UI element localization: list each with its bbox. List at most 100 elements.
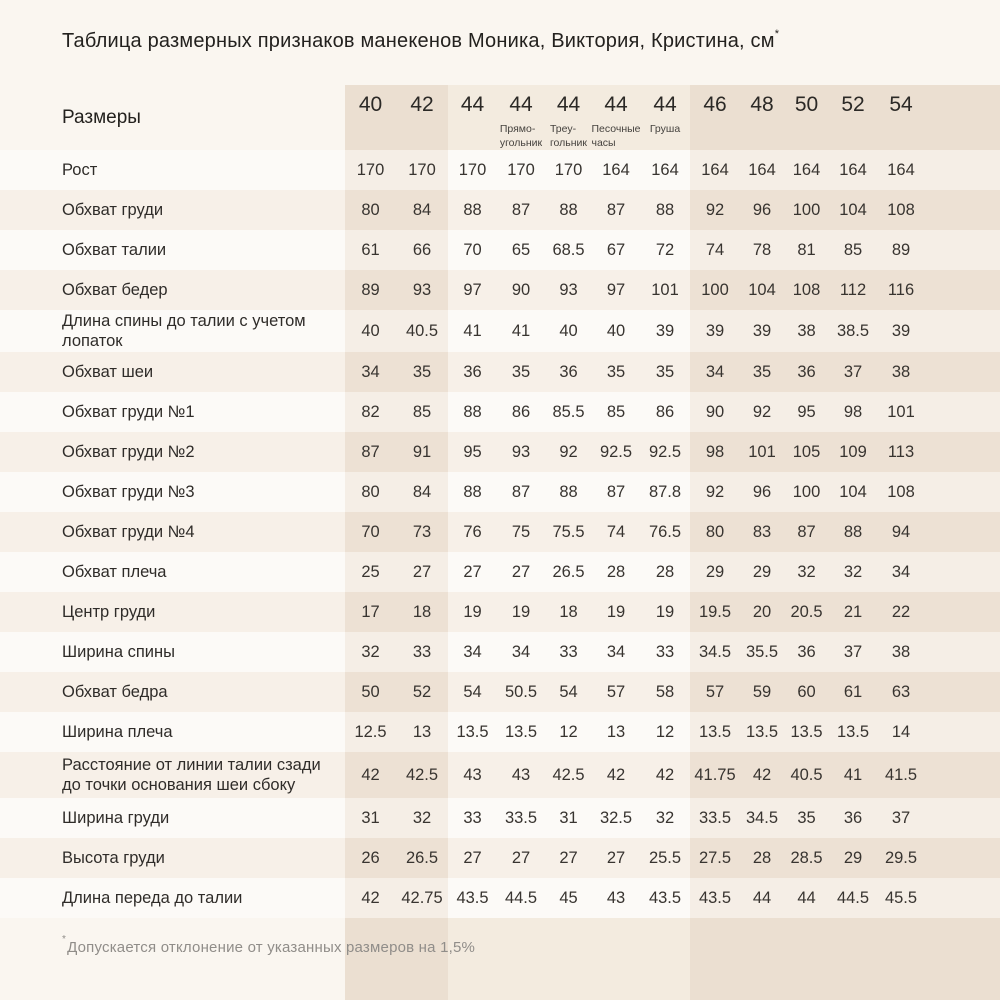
value-cell: 43.5 — [640, 878, 690, 918]
value-cell: 60 — [784, 672, 829, 712]
value-cell: 36 — [784, 632, 829, 672]
value-cell: 42.5 — [545, 752, 592, 798]
footnote-asterisk: * — [62, 934, 67, 945]
value-cell: 18 — [545, 592, 592, 632]
value-cell: 170 — [545, 150, 592, 190]
value-cell: 34 — [592, 632, 640, 672]
value-cell: 34 — [345, 352, 396, 392]
value-cell: 18 — [396, 592, 448, 632]
row-label: Обхват бедра — [0, 672, 345, 712]
value-cell: 42.5 — [396, 752, 448, 798]
value-cell: 35 — [740, 352, 784, 392]
row-filler — [925, 432, 1000, 472]
value-cell: 27 — [396, 552, 448, 592]
value-cell: 80 — [345, 472, 396, 512]
value-cell: 86 — [497, 392, 545, 432]
value-cell: 101 — [877, 392, 925, 432]
value-cell: 170 — [448, 150, 497, 190]
value-cell: 94 — [877, 512, 925, 552]
title-asterisk: * — [774, 28, 780, 41]
row-filler — [925, 878, 1000, 918]
value-cell: 70 — [345, 512, 396, 552]
value-cell: 74 — [690, 230, 740, 270]
footnote: *Допускается отклонение от указанных раз… — [62, 934, 475, 956]
value-cell: 52 — [396, 672, 448, 712]
value-cell: 67 — [592, 230, 640, 270]
value-cell: 28 — [740, 838, 784, 878]
row-filler — [925, 310, 1000, 352]
value-cell: 88 — [640, 190, 690, 230]
value-cell: 42 — [740, 752, 784, 798]
value-cell: 12 — [545, 712, 592, 752]
value-cell: 28.5 — [784, 838, 829, 878]
row-filler — [925, 752, 1000, 798]
value-cell: 13.5 — [448, 712, 497, 752]
size-column-header: 44 Песочные часы — [591, 85, 641, 150]
value-cell: 27 — [497, 552, 545, 592]
value-cell: 88 — [448, 472, 497, 512]
table-header-label: Размеры — [0, 85, 345, 150]
value-cell: 38 — [877, 632, 925, 672]
size-column-header: 48 — [740, 85, 784, 150]
row-filler — [925, 798, 1000, 838]
value-cell: 19 — [640, 592, 690, 632]
row-label: Обхват шеи — [0, 352, 345, 392]
value-cell: 42 — [592, 752, 640, 798]
value-cell: 17 — [345, 592, 396, 632]
value-cell: 27 — [592, 838, 640, 878]
value-cell: 32.5 — [592, 798, 640, 838]
value-cell: 95 — [784, 392, 829, 432]
value-cell: 25.5 — [640, 838, 690, 878]
row-label: Центр груди — [0, 592, 345, 632]
value-cell: 40 — [345, 310, 396, 352]
size-column-subtitle: Песочные часы — [591, 123, 641, 149]
value-cell: 164 — [592, 150, 640, 190]
size-column-header: 42 — [396, 85, 448, 150]
row-filler — [925, 712, 1000, 752]
value-cell: 28 — [592, 552, 640, 592]
value-cell: 92 — [545, 432, 592, 472]
value-cell: 43.5 — [690, 878, 740, 918]
page-title: Таблица размерных признаков манекенов Мо… — [62, 28, 780, 53]
value-cell: 85 — [396, 392, 448, 432]
value-cell: 35 — [784, 798, 829, 838]
value-cell: 87 — [497, 472, 545, 512]
value-cell: 76.5 — [640, 512, 690, 552]
value-cell: 78 — [740, 230, 784, 270]
size-column-number: 54 — [889, 93, 913, 116]
value-cell: 26.5 — [396, 838, 448, 878]
value-cell: 104 — [829, 472, 877, 512]
value-cell: 96 — [740, 190, 784, 230]
value-cell: 85 — [592, 392, 640, 432]
value-cell: 88 — [448, 392, 497, 432]
size-column-header: 40 — [345, 85, 396, 150]
value-cell: 87.8 — [640, 472, 690, 512]
value-cell: 38 — [877, 352, 925, 392]
value-cell: 40 — [545, 310, 592, 352]
size-column-number: 44 — [460, 93, 485, 116]
value-cell: 92 — [740, 392, 784, 432]
size-column-number: 44 — [653, 93, 677, 116]
value-cell: 33 — [448, 798, 497, 838]
value-cell: 90 — [497, 270, 545, 310]
value-cell: 39 — [740, 310, 784, 352]
value-cell: 89 — [877, 230, 925, 270]
value-cell: 86 — [640, 392, 690, 432]
size-column-header: 50 — [784, 85, 829, 150]
value-cell: 39 — [640, 310, 690, 352]
value-cell: 105 — [784, 432, 829, 472]
value-cell: 54 — [545, 672, 592, 712]
row-filler — [925, 190, 1000, 230]
value-cell: 13.5 — [784, 712, 829, 752]
value-cell: 101 — [640, 270, 690, 310]
size-column-number: 40 — [358, 93, 383, 116]
value-cell: 37 — [829, 352, 877, 392]
page-title-text: Таблица размерных признаков манекенов Мо… — [62, 30, 775, 52]
row-label: Обхват плеча — [0, 552, 345, 592]
row-filler — [925, 512, 1000, 552]
footer-spacer — [0, 918, 345, 1000]
value-cell: 87 — [592, 190, 640, 230]
row-filler — [925, 270, 1000, 310]
value-cell: 88 — [829, 512, 877, 552]
value-cell: 66 — [396, 230, 448, 270]
